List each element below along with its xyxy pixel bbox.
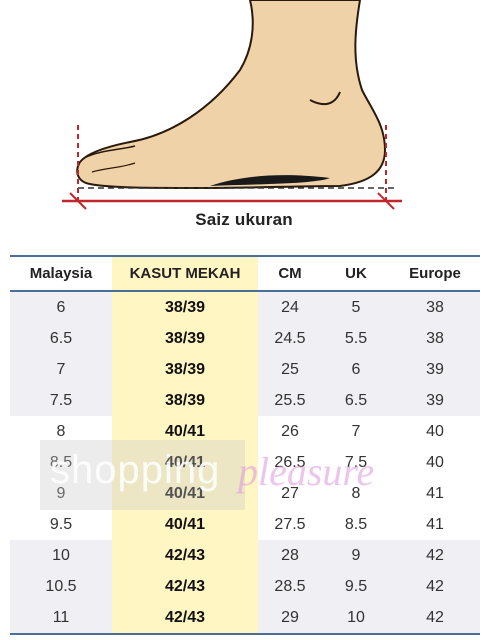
cell-cm: 27	[281, 484, 299, 502]
header-kasut-mekah: KASUT MEKAH	[112, 255, 258, 292]
cell-kasut-mekah: 38/39	[112, 323, 258, 354]
cell-malaysia: 10	[10, 540, 112, 571]
cell-uk: 8.5	[344, 515, 368, 533]
table-row: 7 38/39 25 6 39	[10, 354, 480, 385]
cell-uk: 7	[351, 422, 361, 440]
cell-kasut-mekah: 38/39	[112, 385, 258, 416]
cell-europe: 39	[390, 385, 480, 416]
cell-kasut-mekah: 42/43	[112, 602, 258, 635]
cell-cm: 26.5	[274, 453, 306, 471]
cell-europe: 42	[390, 540, 480, 571]
table-header-row: Malaysia KASUT MEKAH CM UK Europe	[10, 255, 480, 292]
cell-uk: 9.5	[322, 571, 390, 602]
cell-cm: 27.5	[274, 515, 306, 533]
cell-malaysia: 7	[10, 354, 112, 385]
cell-europe: 40	[426, 422, 444, 440]
cell-cm: 28	[258, 540, 322, 571]
header-cm: CM	[258, 255, 322, 292]
size-table: Malaysia KASUT MEKAH CM UK Europe 6 38/39…	[10, 255, 480, 635]
cell-uk: 6	[322, 354, 390, 385]
cell-kasut-mekah: 40/41	[112, 447, 258, 478]
table-row: 7.5 38/39 25.5 6.5 39	[10, 385, 480, 416]
toe-line	[91, 162, 136, 173]
cell-malaysia: 6.5	[10, 323, 112, 354]
cell-kasut-mekah: 42/43	[112, 571, 258, 602]
cell-uk: 10	[322, 602, 390, 635]
cell-kasut-mekah: 38/39	[112, 291, 258, 323]
cell-uk: 7.5	[344, 453, 368, 471]
cell-europe: 41	[426, 484, 444, 502]
cell-kasut-mekah: 40/41	[112, 416, 258, 447]
measure-tick-left	[69, 192, 87, 210]
table-row: 6 38/39 24 5 38	[10, 291, 480, 323]
cell-uk: 6.5	[322, 385, 390, 416]
header-uk: UK	[322, 255, 390, 292]
watermark-text: shopping	[50, 448, 221, 492]
table-row: 8.5 40/41 26.5 7.5 40	[10, 447, 480, 478]
cell-malaysia: 6	[10, 291, 112, 323]
cell-europe: 42	[390, 602, 480, 635]
cell-malaysia: 11	[10, 602, 112, 635]
header-europe: Europe	[390, 255, 480, 292]
measure-tick-right	[377, 192, 395, 210]
cell-europe: 39	[390, 354, 480, 385]
cell-kasut-mekah: 40/41	[112, 478, 258, 509]
table-row: 11 42/43 29 10 42	[10, 602, 480, 635]
cell-malaysia: 9.5	[49, 515, 73, 533]
table-row: 9 40/41 27 8 41	[10, 478, 480, 509]
arch-shadow	[210, 175, 330, 186]
cell-kasut-mekah: 42/43	[112, 540, 258, 571]
cell-cm: 29	[258, 602, 322, 635]
cell-malaysia: 10.5	[10, 571, 112, 602]
cell-europe: 41	[426, 515, 444, 533]
cell-europe: 38	[390, 323, 480, 354]
cell-kasut-mekah: 38/39	[112, 354, 258, 385]
cell-malaysia: 9	[56, 484, 66, 502]
cell-europe: 42	[390, 571, 480, 602]
table-row: 6.5 38/39 24.5 5.5 38	[10, 323, 480, 354]
cell-uk: 9	[322, 540, 390, 571]
cell-cm: 25.5	[258, 385, 322, 416]
cell-uk: 5	[322, 291, 390, 323]
table-row: 10.5 42/43 28.5 9.5 42	[10, 571, 480, 602]
foot-shape	[76, 0, 387, 190]
watermark-box	[40, 440, 245, 510]
cell-europe: 38	[390, 291, 480, 323]
table-row: 9.5 40/41 27.5 8.5 41	[10, 509, 480, 540]
cell-uk: 8	[351, 484, 361, 502]
cell-europe: 40	[426, 453, 444, 471]
toe-line	[83, 145, 136, 159]
size-table-container: Malaysia KASUT MEKAH CM UK Europe 6 38/39…	[10, 255, 480, 635]
cell-malaysia: 8.5	[49, 453, 73, 471]
table-row: 8 40/41 26 7 40	[10, 416, 480, 447]
cell-malaysia: 8	[56, 422, 66, 440]
cell-cm: 25	[258, 354, 322, 385]
foot-illustration	[62, 0, 402, 210]
cell-cm: 24.5	[258, 323, 322, 354]
cell-cm: 24	[258, 291, 322, 323]
header-malaysia: Malaysia	[10, 255, 112, 292]
measure-caption: Saiz ukuran	[195, 210, 293, 229]
cell-cm: 26	[281, 422, 299, 440]
cell-malaysia: 7.5	[10, 385, 112, 416]
table-row: 10 42/43 28 9 42	[10, 540, 480, 571]
watermark-script-text: pleasure	[238, 449, 375, 494]
cell-kasut-mekah: 40/41	[112, 509, 258, 540]
cell-uk: 5.5	[322, 323, 390, 354]
ankle-detail	[309, 91, 341, 106]
cell-cm: 28.5	[258, 571, 322, 602]
